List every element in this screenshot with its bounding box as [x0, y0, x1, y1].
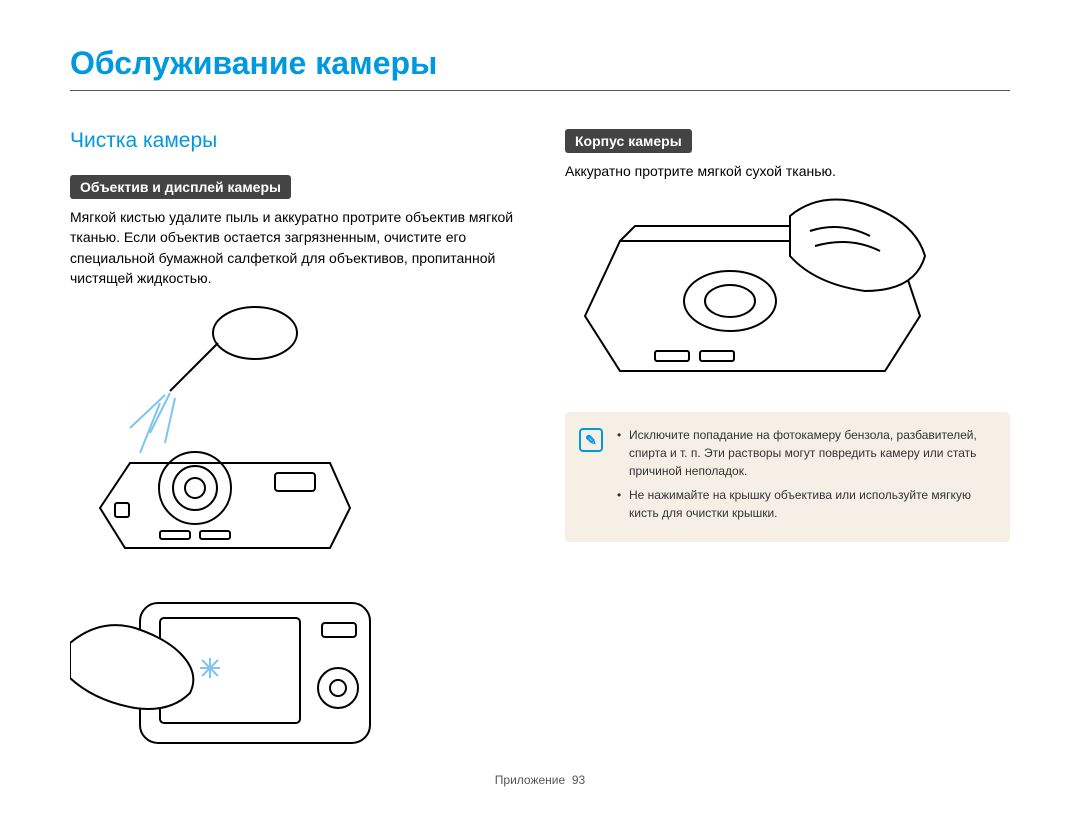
section-title-cleaning: Чистка камеры	[70, 129, 515, 153]
illustration-wipe-body	[565, 196, 1010, 386]
page-footer: Приложение 93	[0, 773, 1080, 787]
note-icon: ✎	[579, 428, 603, 452]
footer-section: Приложение	[495, 773, 565, 787]
illustration-wipe-display	[70, 583, 515, 763]
left-column: Чистка камеры Объектив и дисплей камеры …	[70, 129, 515, 783]
subhead-lens-display: Объектив и дисплей камеры	[70, 175, 291, 199]
note-list: Исключите попадание на фотокамеру бензол…	[617, 426, 994, 528]
note-box: ✎ Исключите попадание на фотокамеру бенз…	[565, 412, 1010, 542]
footer-page-number: 93	[572, 773, 585, 787]
illustration-blower	[70, 303, 515, 563]
paragraph-body: Аккуратно протрите мягкой сухой тканью.	[565, 161, 1010, 181]
subhead-body: Корпус камеры	[565, 129, 692, 153]
right-column: Корпус камеры Аккуратно протрите мягкой …	[565, 129, 1010, 783]
note-item: Исключите попадание на фотокамеру бензол…	[617, 426, 994, 480]
content-columns: Чистка камеры Объектив и дисплей камеры …	[70, 129, 1010, 783]
page-title: Обслуживание камеры	[70, 45, 1010, 91]
note-item: Не нажимайте на крышку объектива или исп…	[617, 486, 994, 522]
paragraph-lens: Мягкой кистью удалите пыль и аккуратно п…	[70, 207, 515, 288]
